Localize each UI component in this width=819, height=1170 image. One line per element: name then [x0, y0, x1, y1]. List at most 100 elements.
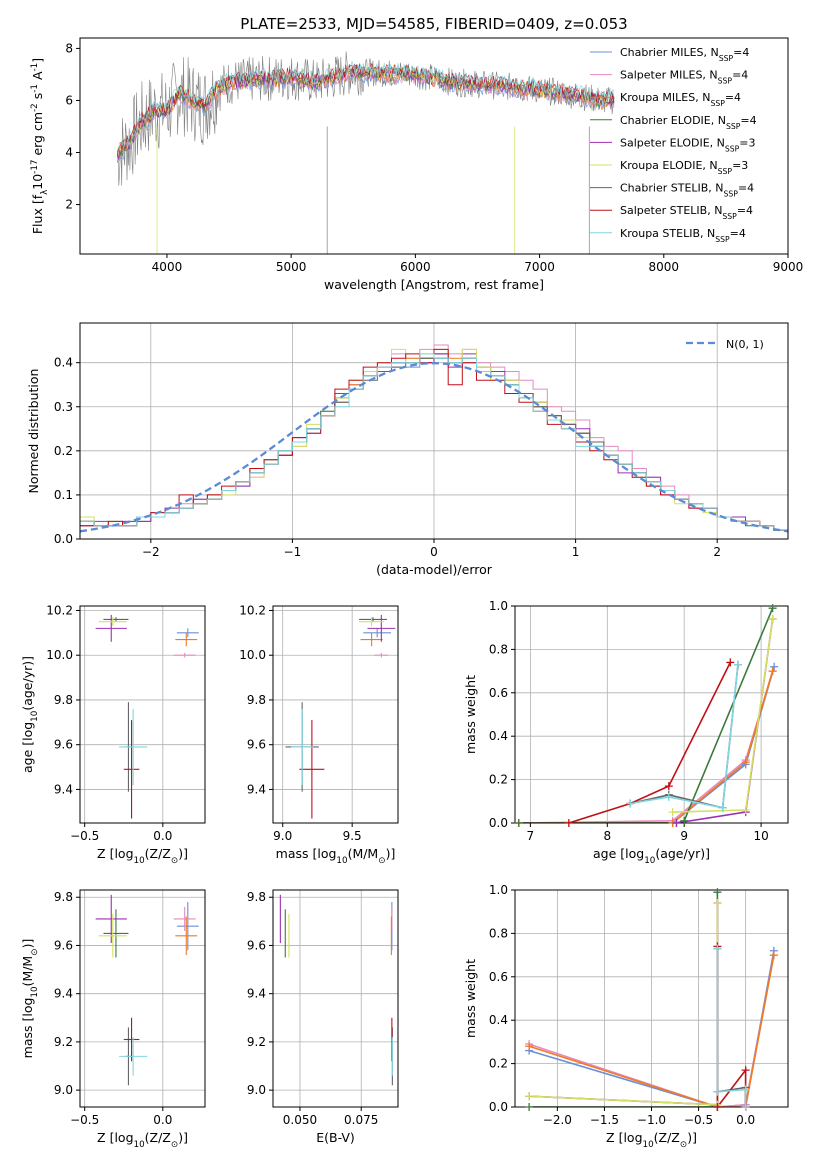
- y-tick-label: 9.8: [247, 890, 266, 904]
- axes-frame: [272, 605, 399, 824]
- legend-label: N(0, 1): [726, 338, 764, 351]
- weight-marker: [713, 1103, 722, 1111]
- axes-frame: [514, 605, 789, 824]
- y-tick-label: 9.8: [54, 693, 73, 707]
- y-axis-label: mass weight: [463, 959, 478, 1038]
- weight-marker: [718, 803, 727, 812]
- weight-marker: [734, 660, 743, 669]
- plot-area: [528, 892, 775, 1107]
- x-tick-label: 9.5: [343, 829, 362, 843]
- x-tick-label: −1: [284, 545, 302, 559]
- y-axis-label: Flux [fλ10-17 erg cm-2 s-1 A-1]: [30, 58, 50, 234]
- legend-label: Chabrier MILES, NSSP=4: [620, 46, 749, 63]
- x-tick-label: −0.5: [70, 1113, 99, 1127]
- x-tick-label: 1: [572, 545, 580, 559]
- model-line-salpeter-stelib: [116, 62, 615, 158]
- y-tick-label: 9.6: [247, 938, 266, 952]
- weight-marker: [741, 1085, 750, 1094]
- y-tick-label: 0.6: [489, 686, 508, 700]
- normal-curve: [80, 361, 788, 533]
- legend-label: Kroupa MILES, NSSP=4: [620, 91, 741, 108]
- x-tick-label: 0: [430, 545, 438, 559]
- axes-frame: [272, 889, 399, 1108]
- y-tick-label: 9.6: [54, 938, 73, 952]
- x-tick-label: 8000: [649, 260, 680, 274]
- x-tick-label: 0.0: [153, 1113, 172, 1127]
- y-tick-label: 10.0: [46, 648, 73, 662]
- weight-marker: [713, 899, 722, 908]
- x-tick-label: 7000: [524, 260, 555, 274]
- y-tick-label: 9.0: [247, 1083, 266, 1097]
- plot-area: [279, 894, 393, 1086]
- y-tick-label: 8: [65, 41, 73, 55]
- y-tick-label: 0.1: [54, 488, 73, 502]
- weight-line-kroupa-miles: [528, 954, 775, 1107]
- y-tick-label: 2: [65, 198, 73, 212]
- panel-age_vs_Z: −0.5 0.0 9.4 9.6 9.8 10.0 10.2 Z [log10(Z/Z⊙)] a…: [20, 603, 206, 866]
- x-tick-label: 0.0: [153, 829, 172, 843]
- y-tick-label: 0.0: [54, 532, 73, 546]
- y-tick-label: 9.2: [247, 1035, 266, 1049]
- weight-marker: [768, 604, 777, 613]
- y-tick-label: 0.0: [489, 1100, 508, 1114]
- weight-marker: [626, 799, 635, 808]
- y-tick-label: 9.6: [54, 738, 73, 752]
- x-axis-label: mass [log10(M/M⊙)]: [276, 846, 396, 866]
- x-tick-label: −1.5: [590, 1113, 619, 1127]
- y-tick-label: 0.6: [489, 970, 508, 984]
- x-tick-label: 6000: [400, 260, 431, 274]
- x-axis-label: age [log10(age/yr)]: [593, 846, 710, 866]
- weight-marker: [713, 1087, 722, 1096]
- x-tick-label: 0.075: [344, 1113, 378, 1127]
- weight-marker: [770, 662, 779, 671]
- y-tick-label: 0.4: [54, 356, 73, 370]
- weight-line-kroupa-stelib: [630, 664, 739, 809]
- y-tick-label: 0.3: [54, 400, 73, 414]
- legend-label: Chabrier ELODIE, NSSP=4: [620, 114, 757, 131]
- x-tick-label: 7: [527, 829, 535, 843]
- y-tick-label: 9.2: [54, 1035, 73, 1049]
- x-tick-label: 5000: [276, 260, 307, 274]
- y-tick-label: 0.4: [489, 1013, 508, 1027]
- plot-area: [285, 614, 396, 819]
- x-tick-label: 2: [713, 545, 721, 559]
- x-tick-label: −1.0: [637, 1113, 666, 1127]
- weight-marker: [668, 808, 677, 817]
- y-tick-label: 0.4: [489, 729, 508, 743]
- y-tick-label: 9.4: [54, 987, 73, 1001]
- weight-marker: [769, 951, 778, 960]
- x-axis-label: (data-model)/error: [376, 562, 493, 577]
- y-tick-label: 1.0: [489, 599, 508, 613]
- x-axis-label: Z [log10(Z/Z⊙)]: [97, 846, 188, 866]
- weight-line-kroupa-stelib: [716, 948, 747, 1107]
- y-axis-label: mass weight: [463, 675, 478, 754]
- x-axis-label: Z [log10(Z/Z⊙)]: [97, 1130, 188, 1150]
- y-tick-label: 9.8: [54, 890, 73, 904]
- panel-mass_weight_vs_age: 7 8 9 10 0.0 0.2 0.4 0.6 0.8 1.0 age [log10(age/yr…: [463, 599, 789, 866]
- x-axis-label: E(B-V): [316, 1130, 355, 1145]
- x-tick-label: 8: [603, 829, 611, 843]
- model-line-kroupa-stelib: [117, 60, 615, 150]
- axes-frame: [79, 322, 789, 540]
- x-tick-label: 9.0: [273, 829, 292, 843]
- weight-marker: [741, 1103, 750, 1111]
- y-tick-label: 4: [65, 146, 73, 160]
- y-tick-label: 0.2: [54, 444, 73, 458]
- y-tick-label: 9.4: [54, 782, 73, 796]
- y-tick-label: 9.8: [247, 693, 266, 707]
- legend: Chabrier MILES, NSSP=4 Salpeter MILES, NS…: [590, 46, 757, 243]
- y-axis-label: age [log10(age/yr)]: [20, 656, 40, 773]
- plot-area: [95, 614, 199, 819]
- axes-frame: [79, 889, 206, 1108]
- plot-area: [95, 894, 199, 1086]
- y-tick-label: 9.0: [54, 1083, 73, 1097]
- weight-line-salpeter-stelib: [568, 662, 732, 823]
- y-axis-label: Normed distribution: [26, 369, 41, 494]
- weight-marker: [672, 819, 681, 827]
- y-tick-label: 9.4: [247, 987, 266, 1001]
- y-tick-label: 10.2: [46, 603, 73, 617]
- x-tick-label: 9: [680, 829, 688, 843]
- plot-area: [116, 51, 615, 254]
- axes-frame: [514, 889, 789, 1108]
